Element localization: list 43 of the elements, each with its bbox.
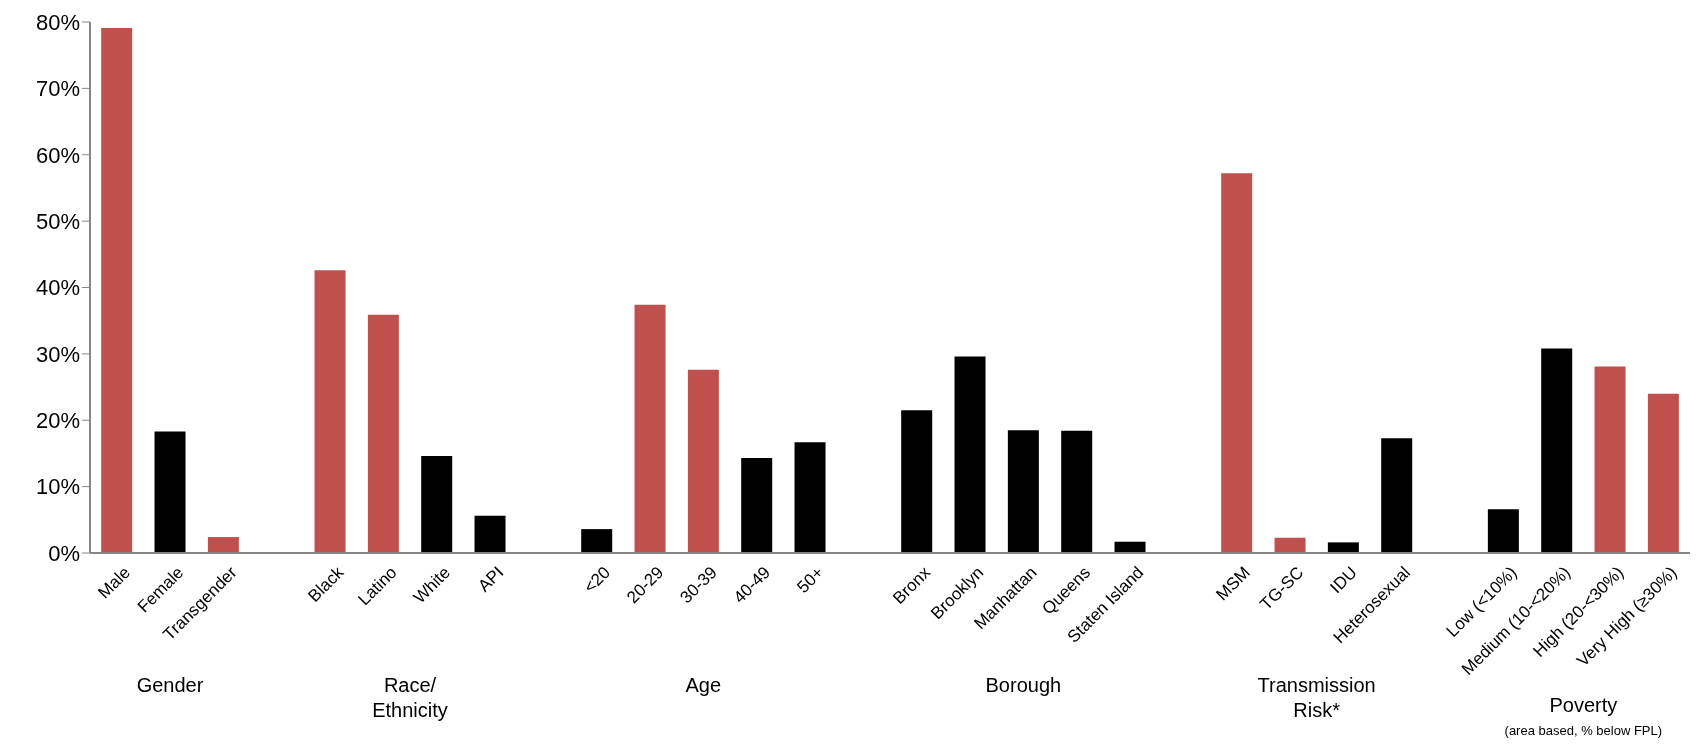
bar xyxy=(901,410,933,553)
y-tick-label: 80% xyxy=(35,9,80,35)
x-tick-label: 50+ xyxy=(793,562,828,597)
y-tick-label: 40% xyxy=(35,275,80,301)
bar xyxy=(367,314,399,553)
bar xyxy=(1061,430,1093,553)
bar xyxy=(1221,173,1253,553)
bar xyxy=(101,27,133,553)
y-tick-label: 50% xyxy=(35,208,80,234)
text: Poverty xyxy=(1548,693,1619,718)
x-tick-label: <20 xyxy=(580,562,614,597)
bar xyxy=(741,458,773,553)
text: (area based, % below FPL) xyxy=(1503,723,1664,740)
y-tick-label: 20% xyxy=(35,408,80,434)
y-tick-label: 0% xyxy=(48,540,80,566)
bar xyxy=(314,270,346,553)
bar xyxy=(1274,537,1306,553)
text: Age xyxy=(684,673,723,698)
bar xyxy=(1594,366,1626,553)
bar xyxy=(474,515,506,553)
y-tick-label: 10% xyxy=(35,474,80,500)
bar xyxy=(1487,509,1519,553)
text: Race/ Ethnicity xyxy=(371,673,449,723)
text: Transmission Risk* xyxy=(1257,674,1376,721)
bar xyxy=(634,304,666,553)
text: Gender xyxy=(135,673,205,698)
bar xyxy=(1541,348,1573,553)
bar xyxy=(1007,430,1039,553)
bar xyxy=(581,529,613,553)
x-tick-label: API xyxy=(474,562,508,596)
bar xyxy=(687,369,719,553)
bar xyxy=(421,456,453,553)
bar xyxy=(1327,542,1359,553)
text: Borough xyxy=(984,673,1063,698)
y-tick-label: 30% xyxy=(35,341,80,367)
bar xyxy=(954,356,986,553)
bar xyxy=(794,442,826,553)
bar xyxy=(1381,438,1413,553)
y-tick-label: 70% xyxy=(35,76,80,102)
bar xyxy=(154,431,186,553)
bar xyxy=(207,537,239,553)
bar xyxy=(1647,393,1679,553)
y-tick-label: 60% xyxy=(35,142,80,168)
